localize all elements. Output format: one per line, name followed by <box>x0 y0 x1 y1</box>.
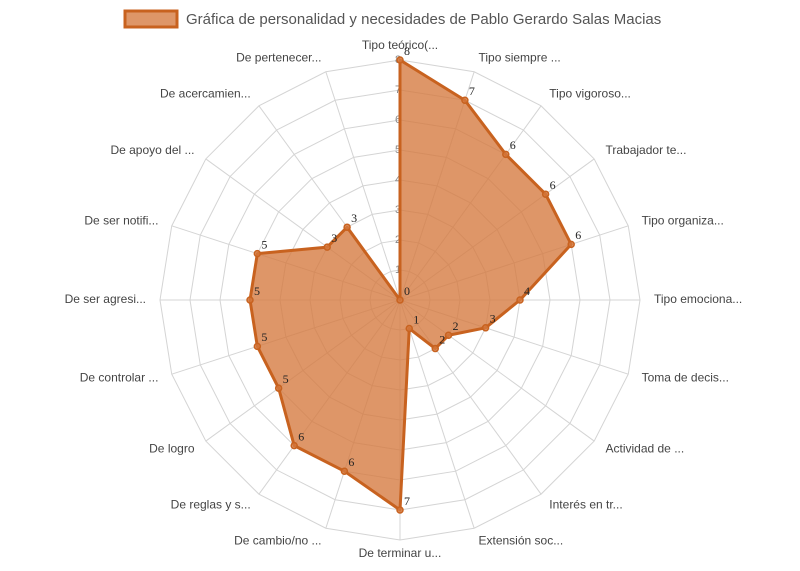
data-point <box>340 467 349 475</box>
data-point <box>253 342 262 351</box>
data-point <box>396 296 404 304</box>
category-label: Extensión soc... <box>478 534 563 548</box>
data-label: 3 <box>331 231 337 245</box>
category-label: De apoyo del ... <box>110 143 194 157</box>
data-label: 6 <box>298 429 304 443</box>
data-label: 5 <box>254 284 260 298</box>
r-tick-label: 2 <box>395 234 401 246</box>
data-label: 2 <box>439 332 445 346</box>
data-label: 1 <box>413 312 419 326</box>
data-point <box>323 243 331 251</box>
category-label: De controlar ... <box>80 371 159 385</box>
data-label: 6 <box>510 138 516 152</box>
category-label: De logro <box>149 441 195 455</box>
category-label: De reglas y s... <box>171 498 251 512</box>
data-label: 6 <box>550 178 556 192</box>
data-point <box>567 240 575 249</box>
category-label: De ser notifi... <box>84 214 158 228</box>
data-point <box>274 384 283 392</box>
category-label: Interés en tr... <box>549 498 622 512</box>
data-label: 7 <box>469 84 475 98</box>
category-label: Actividad de ... <box>605 441 684 455</box>
data-point <box>290 441 298 450</box>
data-point <box>343 223 351 231</box>
r-tick-label: 6 <box>395 114 401 126</box>
category-label: Tipo emociona... <box>654 292 742 306</box>
spoke <box>399 299 475 529</box>
data-point <box>396 56 404 64</box>
data-label: 3 <box>351 211 357 225</box>
data-label: 0 <box>404 284 410 298</box>
data-label: 8 <box>404 44 410 58</box>
category-label: De ser agresi... <box>65 292 146 306</box>
spoke <box>325 71 401 301</box>
data-label: 2 <box>453 319 459 333</box>
data-point <box>461 96 469 105</box>
data-label: 7 <box>404 494 410 508</box>
data-point <box>396 506 404 514</box>
data-label: 5 <box>283 372 289 386</box>
data-point <box>541 190 550 198</box>
data-point <box>516 296 524 304</box>
data-point <box>481 324 490 332</box>
category-label: Toma de decis... <box>642 371 729 385</box>
data-label: 6 <box>575 228 581 242</box>
category-label: Tipo teórico(... <box>362 38 438 52</box>
category-label: Tipo organiza... <box>642 214 724 228</box>
data-label: 5 <box>261 237 267 251</box>
legend-swatch[interactable] <box>123 9 179 29</box>
data-label: 4 <box>524 284 530 298</box>
category-label: De acercamien... <box>160 87 251 101</box>
legend-label[interactable]: Gráfica de personalidad y necesidades de… <box>186 11 661 28</box>
r-tick-label: 7 <box>395 84 401 96</box>
category-label: De terminar u... <box>359 546 442 560</box>
data-point <box>502 150 510 159</box>
data-point <box>444 331 453 340</box>
r-tick-label: 1 <box>395 264 401 276</box>
r-tick-label: 5 <box>395 144 401 156</box>
r-tick-label: 4 <box>395 174 401 186</box>
data-point <box>246 296 254 304</box>
category-label: Tipo siempre ... <box>478 51 560 65</box>
data-label: 5 <box>261 330 267 344</box>
data-point <box>405 324 414 333</box>
data-point <box>253 249 262 258</box>
category-label: Tipo vigoroso... <box>549 87 631 101</box>
data-label: 6 <box>348 455 354 469</box>
category-label: De pertenecer... <box>236 51 321 65</box>
r-tick-label: 3 <box>395 204 401 216</box>
category-label: Trabajador te... <box>605 143 686 157</box>
category-label: De cambio/no ... <box>234 534 321 548</box>
data-point <box>431 344 440 353</box>
data-label: 3 <box>490 312 496 326</box>
